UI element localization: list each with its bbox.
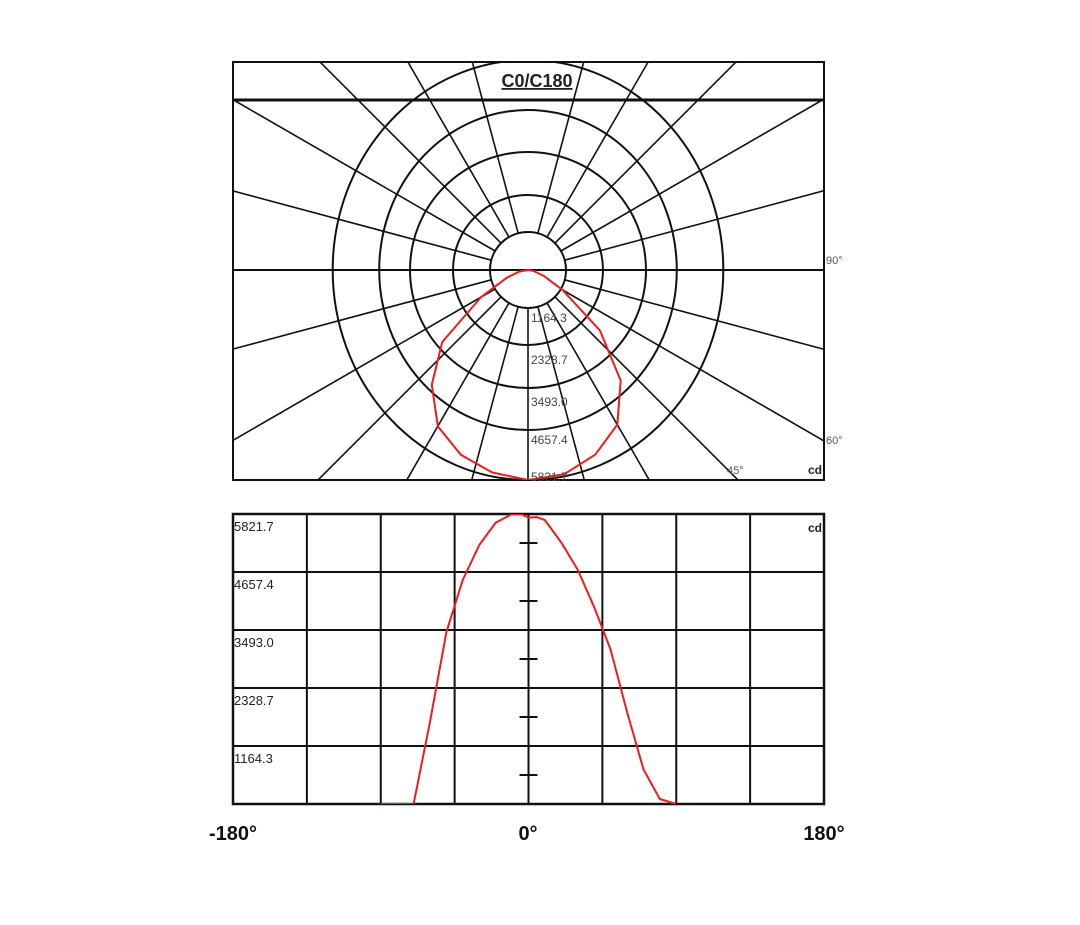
angle-label-45: 45° — [727, 465, 744, 477]
polar-grid-spoke — [564, 279, 824, 351]
linear-grid — [233, 514, 824, 804]
polar-tick-label: 3493.0 — [531, 395, 568, 409]
angle-label-90: 90° — [826, 255, 843, 267]
x-label-center: 0° — [518, 823, 537, 845]
polar-grid-spoke — [233, 98, 496, 252]
polar-grid-spoke — [564, 189, 824, 261]
linear-y-labels: 5821.7 4657.4 3493.0 2328.7 1164.3 — [234, 519, 274, 766]
linear-y-label: 4657.4 — [234, 577, 274, 592]
x-label-left: -180° — [209, 823, 257, 845]
x-label-right: 180° — [803, 823, 844, 845]
polar-unit-label: cd — [808, 463, 822, 477]
polar-curve-group — [430, 269, 622, 480]
polar-grid-spoke — [470, 306, 519, 480]
polar-grid-spoke — [318, 62, 502, 244]
polar-tick-label: 4657.4 — [531, 433, 568, 447]
polar-tick-label: 1164.3 — [531, 311, 567, 325]
polar-tick-labels: 1164.3 2328.7 3493.0 4657.4 5821.7 — [531, 311, 568, 484]
polar-title: C0/C180 — [501, 71, 572, 91]
polar-grid-spoke — [471, 62, 519, 234]
polar-grid-spoke — [546, 302, 651, 480]
linear-frame — [231, 512, 826, 806]
polar-grid-spoke — [554, 296, 740, 480]
polar-grid-spoke — [554, 62, 738, 244]
polar-grid-spoke — [406, 62, 510, 238]
polar-grid-spoke — [233, 288, 496, 442]
linear-unit-label: cd — [808, 521, 822, 535]
polar-tick-label: 2328.7 — [531, 353, 568, 367]
linear-y-label: 2328.7 — [234, 693, 274, 708]
polar-grid-spoke — [537, 306, 586, 480]
polar-grid-spoke — [405, 302, 510, 480]
linear-curve-group — [380, 514, 677, 804]
polar-grid-spoke — [233, 279, 492, 350]
linear-y-label: 1164.3 — [234, 751, 273, 766]
polar-tick-label: 5821.7 — [531, 470, 568, 484]
polar-grid-spoke — [316, 296, 502, 480]
linear-intensity-curve — [380, 514, 677, 804]
polar-grid-spoke — [233, 190, 492, 261]
polar-grid-spoke — [546, 62, 650, 238]
linear-y-label: 5821.7 — [234, 519, 274, 534]
polar-grid-spoke — [537, 62, 585, 234]
polar-grid-spoke — [560, 98, 824, 252]
angle-label-60: 60° — [826, 435, 843, 447]
polar-intensity-curve — [430, 269, 622, 480]
linear-y-label: 3493.0 — [234, 635, 274, 650]
polar-grid-spoke — [560, 288, 824, 442]
